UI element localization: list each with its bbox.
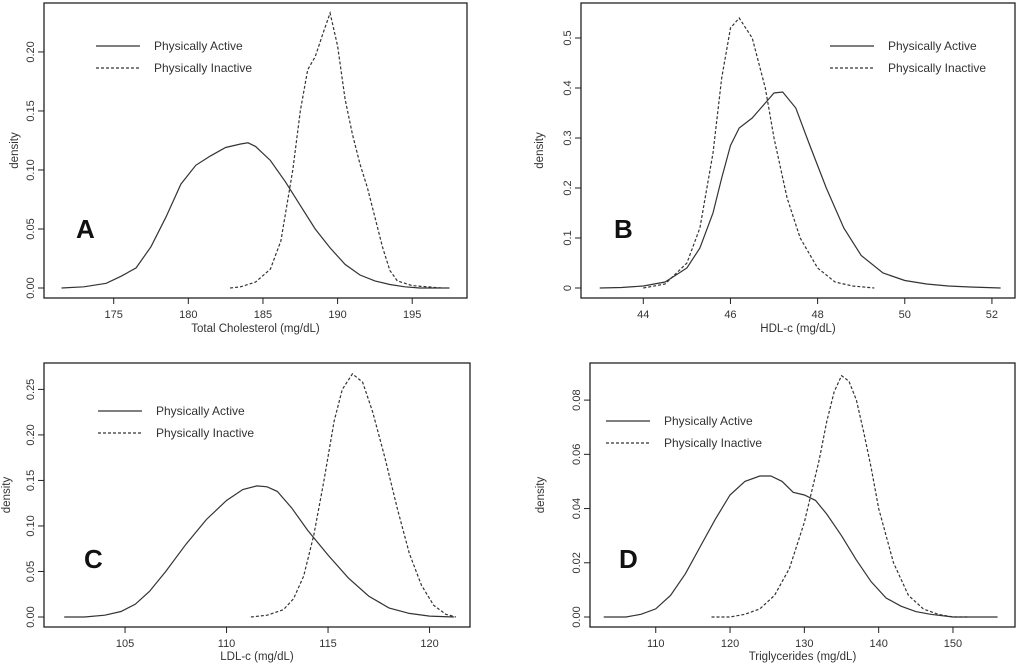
x-tick-label: 48 — [811, 309, 823, 321]
plot-frame — [43, 362, 471, 628]
x-tick-label: 190 — [328, 309, 346, 321]
x-tick-label: 185 — [254, 309, 272, 321]
x-axis-label: LDL-c (mg/dL) — [220, 651, 294, 663]
y-tick-label: 0.10 — [25, 159, 37, 180]
legend-label: Physically Active — [156, 404, 245, 418]
y-tick-label: 0.06 — [571, 444, 583, 465]
series-line-physically-inactive — [250, 373, 457, 618]
chart-panel-a: 175 180 185 190 195 0.00 0.05 0.10 0.15 0.20 Total… — [9, 2, 468, 335]
x-tick-label: 46 — [724, 309, 736, 321]
legend-label: Physically Active — [154, 39, 243, 53]
x-tick-label: 105 — [116, 638, 134, 650]
y-tick-label: 0 — [562, 285, 574, 291]
y-axis-label: density — [1, 477, 13, 514]
chart-panel-d: 110 120 130 140 150 0.00 0.02 0.04 0.06 0.08 Trigl… — [535, 362, 1016, 663]
chart-panel-c: 105 110 115 120 0.00 0.05 0.10 0.15 0.20 0.25 LDL-… — [1, 362, 471, 663]
y-axis-label: density — [534, 132, 546, 169]
x-tick-label: 120 — [721, 638, 739, 650]
x-tick-label: 52 — [986, 309, 998, 321]
y-tick-label: 0.00 — [25, 606, 37, 627]
legend-label: Physically Inactive — [888, 61, 986, 75]
series-line-physically-active — [64, 485, 454, 618]
y-tick-label: 0.1 — [562, 230, 574, 245]
y-tick-label: 0.00 — [571, 606, 583, 627]
x-axis-label: HDL-c (mg/dL) — [760, 323, 836, 335]
x-tick-label: 44 — [637, 309, 649, 321]
y-tick-label: 0.02 — [571, 552, 583, 573]
y-tick-label: 0.20 — [25, 424, 37, 445]
legend-label: Physically Active — [664, 414, 753, 428]
y-tick-label: 0.05 — [25, 218, 37, 239]
x-tick-label: 150 — [944, 638, 962, 650]
y-tick-label: 0.08 — [571, 389, 583, 410]
plot-frame — [589, 362, 1016, 628]
y-tick-label: 0.15 — [25, 100, 37, 121]
y-tick-label: 0.25 — [25, 379, 37, 400]
x-tick-label: 180 — [179, 309, 197, 321]
legend-label: Physically Inactive — [154, 61, 252, 75]
panel-letter: C — [84, 544, 103, 574]
series-line-physically-active — [603, 475, 998, 618]
y-tick-label: 0.04 — [571, 498, 583, 519]
plot-frame — [43, 2, 468, 299]
plot-frame — [580, 2, 1016, 299]
x-axis-label: Total Cholesterol (mg/dL) — [191, 323, 320, 335]
series-line-physically-inactive — [230, 10, 443, 289]
y-axis-label: density — [9, 132, 21, 169]
y-tick-label: 0.20 — [25, 41, 37, 62]
x-tick-label: 175 — [105, 309, 123, 321]
x-tick-label: 110 — [647, 638, 665, 650]
x-tick-label: 110 — [218, 638, 236, 650]
y-tick-label: 0.00 — [25, 277, 37, 298]
series-line-physically-active — [599, 91, 1001, 289]
x-tick-label: 50 — [899, 309, 911, 321]
y-tick-label: 0.10 — [25, 515, 37, 536]
panel-letter: D — [619, 544, 638, 574]
x-tick-label: 115 — [319, 638, 337, 650]
series-line-physically-inactive — [643, 17, 875, 289]
y-tick-label: 0.05 — [25, 561, 37, 582]
y-tick-label: 0.15 — [25, 470, 37, 491]
y-axis-label: density — [535, 477, 547, 514]
x-tick-label: 130 — [795, 638, 813, 650]
series-line-physically-active — [61, 142, 450, 289]
y-tick-label: 0.2 — [562, 180, 574, 195]
x-axis-label: Triglycerides (mg/dL) — [749, 651, 857, 663]
legend-label: Physically Inactive — [664, 436, 762, 450]
legend-label: Physically Active — [888, 39, 977, 53]
panel-letter: B — [614, 214, 633, 244]
chart-panel-b: 44 46 48 50 52 0 0.1 0.2 0.3 0.4 0.5 HDL-c (mg/dL) d… — [534, 2, 1016, 335]
x-tick-label: 120 — [420, 638, 438, 650]
y-tick-label: 0.5 — [562, 30, 574, 45]
legend-label: Physically Inactive — [156, 426, 254, 440]
x-tick-label: 195 — [403, 309, 421, 321]
x-tick-label: 140 — [869, 638, 887, 650]
y-tick-label: 0.4 — [562, 80, 574, 95]
panel-letter: A — [76, 214, 95, 244]
series-line-physically-inactive — [711, 374, 968, 618]
y-tick-label: 0.3 — [562, 130, 574, 145]
